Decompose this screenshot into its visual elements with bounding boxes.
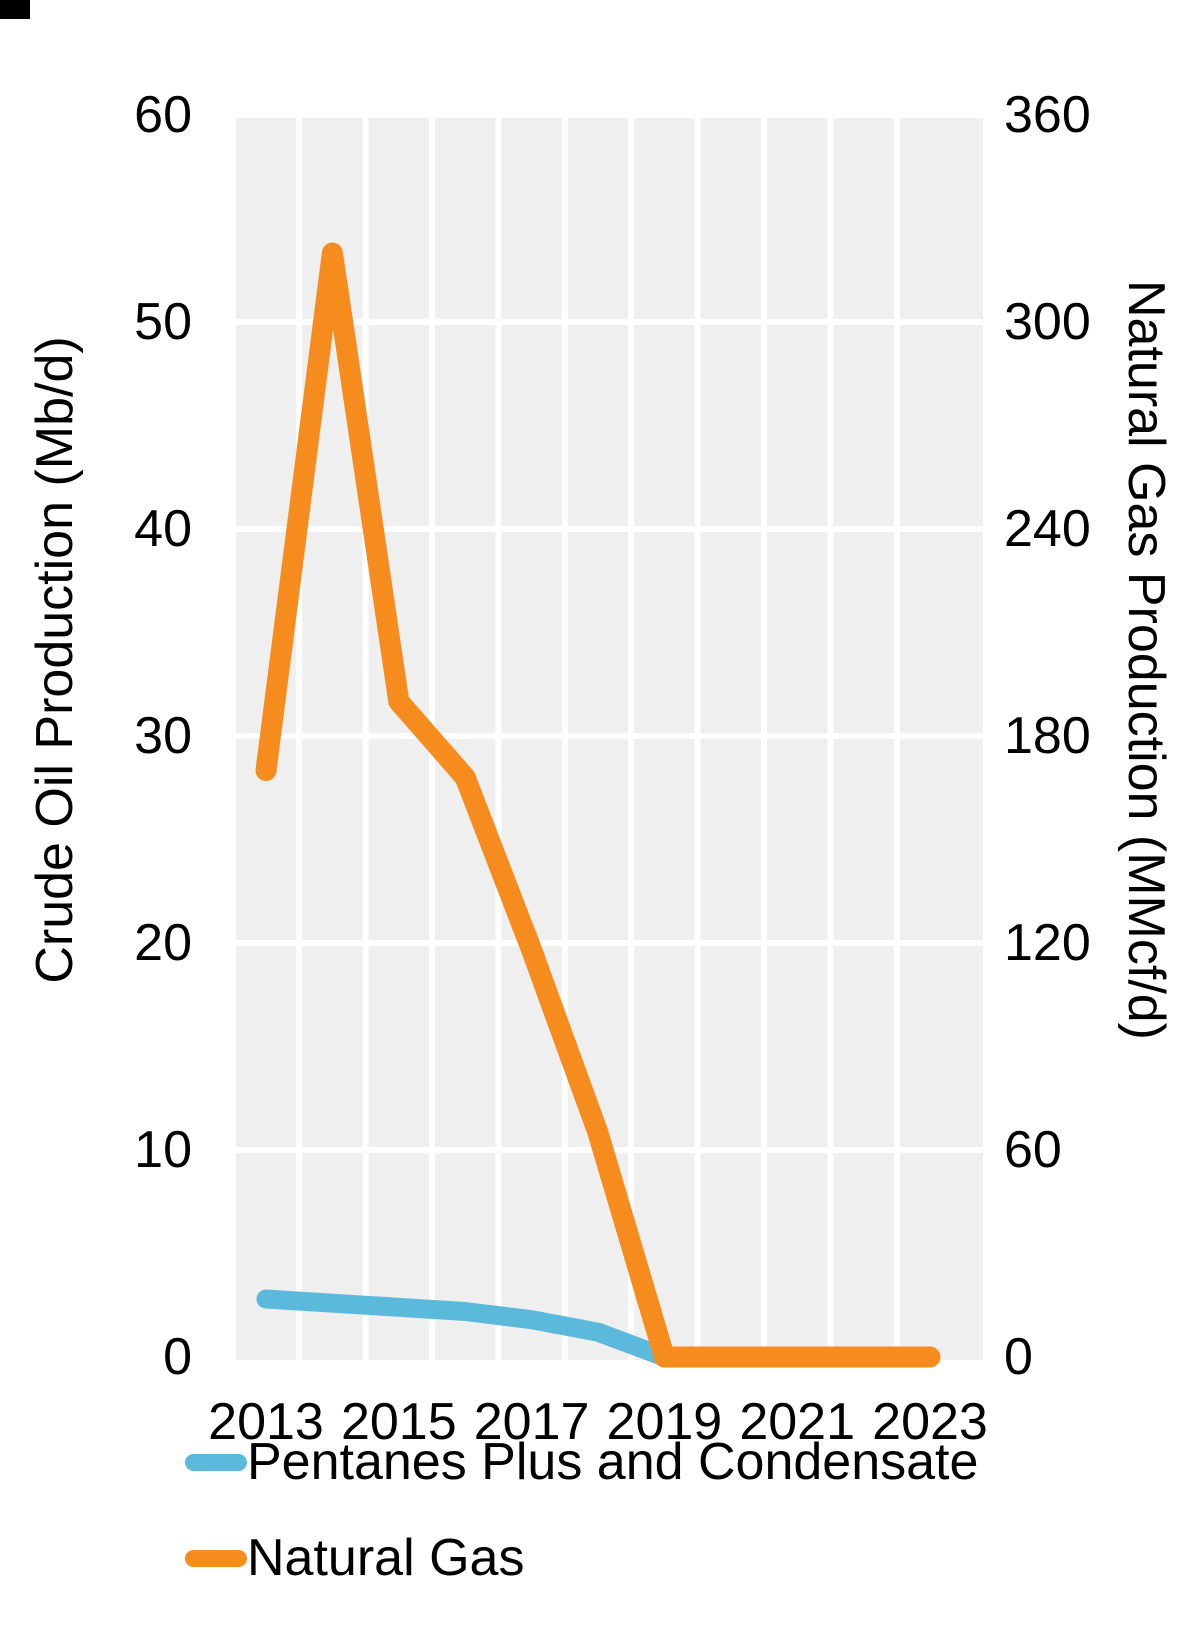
y-tick-right: 300 [1004, 293, 1091, 351]
y-tick-left: 60 [134, 86, 192, 144]
x-tick: 2023 [872, 1393, 988, 1451]
y-tick-left: 10 [134, 1121, 192, 1179]
x-tick: 2015 [340, 1393, 457, 1451]
y-tick-left: 30 [134, 707, 192, 765]
x-tick: 2021 [739, 1393, 856, 1451]
x-tick: 2017 [473, 1393, 590, 1451]
legend-swatch-natural-gas [185, 1549, 247, 1567]
y-axis-title-left: Crude Oil Production (Mb/d) [26, 336, 84, 984]
legend-item-pentanes: Pentanes Plus and Condensate [185, 1427, 978, 1497]
y-tick-left: 20 [134, 914, 192, 972]
y-tick-right: 120 [1004, 914, 1091, 972]
x-tick: 2013 [208, 1393, 324, 1451]
corner-artifact [0, 0, 30, 19]
series-line-natural-gas [255, 242, 941, 1368]
legend-swatch-pentanes [185, 1453, 247, 1471]
y-tick-right: 360 [1004, 86, 1091, 144]
y-tick-right: 60 [1004, 1121, 1062, 1179]
y-tick-right: 180 [1004, 707, 1091, 765]
y-tick-left: 0 [163, 1328, 192, 1386]
legend-label-pentanes: Pentanes Plus and Condensate [247, 1433, 979, 1491]
legend: Pentanes Plus and Condensate Natural Gas [185, 1427, 978, 1619]
legend-label-natural-gas: Natural Gas [247, 1529, 525, 1587]
y-axis-title-right: Natural Gas Production (MMcf/d) [1117, 279, 1175, 1041]
y-tick-right: 240 [1004, 500, 1091, 558]
legend-item-natural-gas: Natural Gas [185, 1523, 978, 1593]
x-tick: 2019 [606, 1393, 723, 1451]
y-tick-left: 40 [134, 500, 192, 558]
y-tick-left: 50 [134, 293, 192, 351]
y-tick-right: 0 [1004, 1328, 1033, 1386]
